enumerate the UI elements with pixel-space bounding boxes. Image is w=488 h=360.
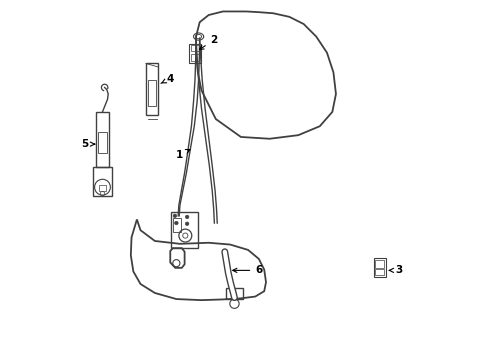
Bar — [99, 185, 106, 191]
Text: 1: 1 — [175, 149, 190, 160]
Text: 6: 6 — [232, 265, 262, 275]
Bar — [172, 219, 180, 232]
Circle shape — [173, 214, 176, 218]
Text: 2: 2 — [199, 35, 217, 49]
Text: 4: 4 — [161, 74, 173, 84]
Bar — [188, 44, 201, 63]
Bar — [190, 45, 199, 51]
Bar — [375, 260, 384, 267]
Bar — [171, 212, 198, 248]
Circle shape — [174, 221, 178, 225]
Bar — [96, 112, 109, 167]
Bar — [225, 288, 243, 299]
Bar — [148, 80, 156, 107]
Circle shape — [185, 222, 188, 226]
Text: 5: 5 — [81, 139, 94, 149]
Circle shape — [185, 215, 188, 219]
Bar — [373, 258, 386, 277]
Bar — [145, 63, 158, 116]
Bar — [98, 132, 106, 153]
Bar — [375, 269, 384, 275]
Text: 3: 3 — [388, 265, 402, 275]
Bar — [93, 167, 112, 196]
Bar — [190, 54, 199, 61]
